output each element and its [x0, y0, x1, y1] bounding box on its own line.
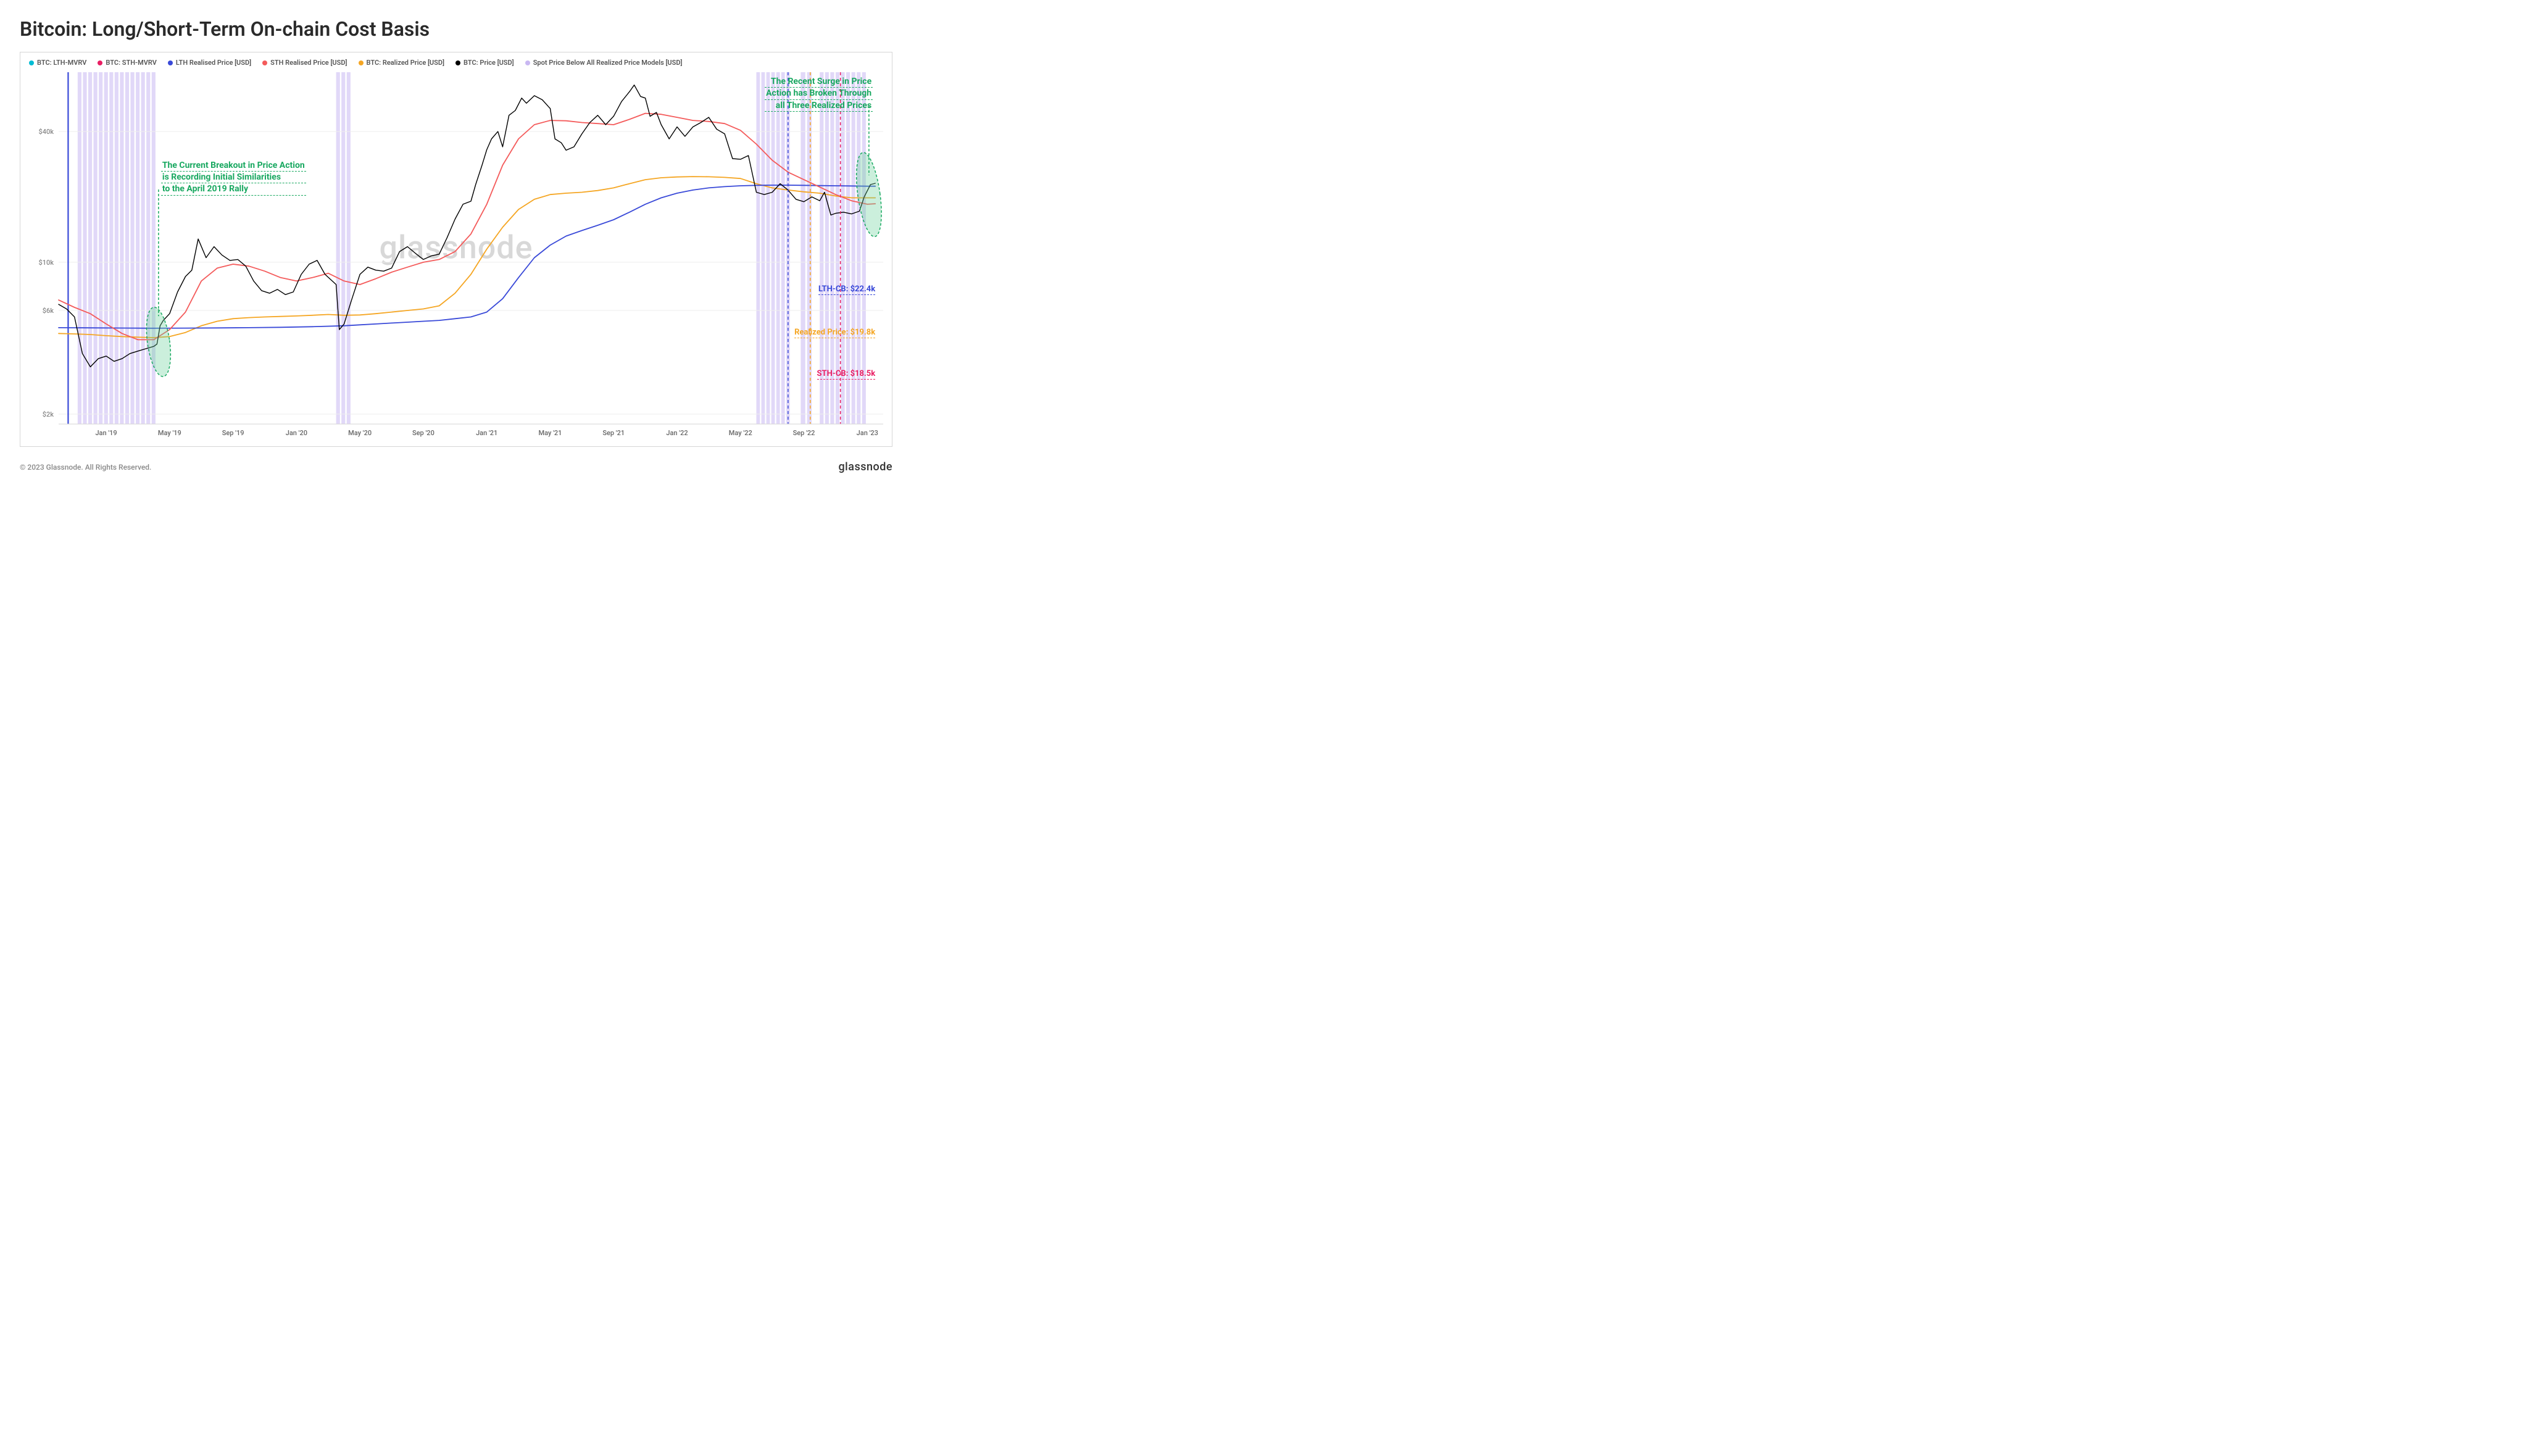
- plot-svg: $2k$6k$10k$40kJan '19May '19Sep '19Jan '…: [59, 72, 883, 424]
- svg-text:Jan '20: Jan '20: [286, 429, 307, 437]
- copyright-text: © 2023 Glassnode. All Rights Reserved.: [20, 463, 151, 472]
- legend-item: BTC: Price [USD]: [455, 59, 514, 67]
- chart-annotation: The Current Breakout in Price Actionis R…: [159, 159, 309, 197]
- svg-text:Jan '21: Jan '21: [476, 429, 497, 437]
- legend: BTC: LTH-MVRV BTC: STH-MVRV LTH Realised P…: [29, 59, 883, 67]
- legend-item: LTH Realised Price [USD]: [168, 59, 251, 67]
- svg-text:$2k: $2k: [43, 410, 54, 418]
- chart-annotation: The Recent Surge in PriceAction has Brok…: [762, 75, 875, 113]
- svg-text:$40k: $40k: [39, 128, 54, 136]
- svg-text:May '19: May '19: [158, 429, 181, 437]
- chart-title: Bitcoin: Long/Short-Term On-chain Cost B…: [20, 17, 892, 41]
- legend-item: BTC: STH-MVRV: [98, 59, 156, 67]
- legend-item: BTC: LTH-MVRV: [29, 59, 86, 67]
- svg-text:Sep '20: Sep '20: [412, 429, 434, 437]
- legend-item: STH Realised Price [USD]: [262, 59, 347, 67]
- svg-text:Jan '19: Jan '19: [95, 429, 117, 437]
- svg-text:Jan '22: Jan '22: [666, 429, 688, 437]
- svg-text:Jan '23: Jan '23: [857, 429, 878, 437]
- svg-text:Sep '19: Sep '19: [222, 429, 244, 437]
- value-label: LTH-CB: $22.4k: [818, 285, 875, 295]
- legend-item: BTC: Realized Price [USD]: [359, 59, 445, 67]
- svg-text:$10k: $10k: [39, 259, 54, 267]
- svg-text:May '22: May '22: [729, 429, 752, 437]
- value-label: STH-CB: $18.5k: [817, 369, 876, 380]
- value-label: Realized Price: $19.8k: [794, 328, 875, 338]
- svg-text:May '21: May '21: [538, 429, 562, 437]
- footer: © 2023 Glassnode. All Rights Reserved. g…: [20, 460, 892, 473]
- svg-text:May '20: May '20: [348, 429, 372, 437]
- svg-text:$6k: $6k: [43, 307, 54, 315]
- brand-logo: glassnode: [838, 460, 892, 473]
- svg-text:Sep '22: Sep '22: [793, 429, 815, 437]
- plot-area: $2k$6k$10k$40kJan '19May '19Sep '19Jan '…: [59, 72, 883, 424]
- svg-text:Sep '21: Sep '21: [602, 429, 625, 437]
- chart-frame: BTC: LTH-MVRV BTC: STH-MVRV LTH Realised P…: [20, 52, 892, 447]
- legend-item: Spot Price Below All Realized Price Mode…: [525, 59, 683, 67]
